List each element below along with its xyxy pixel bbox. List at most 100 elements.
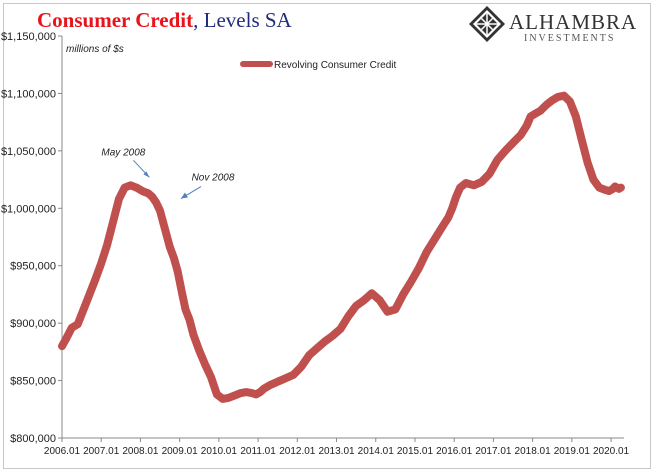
data-point <box>598 187 600 189</box>
y-tick-label: $1,000,000 <box>1 203 56 215</box>
data-point <box>269 384 271 386</box>
annotations: May 2008 Nov 2008 <box>101 147 235 199</box>
x-tick-label: 2016.01 <box>436 446 473 457</box>
data-point <box>106 244 108 246</box>
data-point <box>455 196 457 198</box>
data-point <box>94 279 96 280</box>
title-red: Consumer Credit <box>37 8 194 32</box>
data-point <box>251 392 253 394</box>
data-point <box>402 293 404 295</box>
data-point <box>465 182 467 184</box>
x-tick-label: 2006.01 <box>44 446 81 457</box>
data-point <box>83 308 85 310</box>
data-point <box>100 262 102 264</box>
logo-subtitle: INVESTMENTS <box>524 33 616 44</box>
data-point <box>496 159 498 161</box>
data-point <box>363 299 365 301</box>
chart-title: Consumer Credit, Levels SA <box>37 8 292 33</box>
data-point <box>177 271 179 272</box>
data-point <box>512 142 514 144</box>
data-point <box>89 293 90 295</box>
data-point <box>371 292 373 294</box>
data-point <box>379 299 381 301</box>
data-point <box>292 374 294 376</box>
x-tick-label: 2012.01 <box>279 446 316 457</box>
legend: Revolving Consumer Credit <box>240 60 396 71</box>
legend-label: Revolving Consumer Credit <box>274 60 396 71</box>
data-point <box>155 202 157 203</box>
x-tick-label: 2015.01 <box>397 446 434 457</box>
data-point <box>151 196 153 198</box>
data-point <box>604 189 606 191</box>
data-point <box>459 187 461 189</box>
data-point <box>612 188 614 190</box>
data-point <box>481 181 483 183</box>
data-point <box>124 187 126 189</box>
x-tick-label: 2013.01 <box>318 446 355 457</box>
data-point <box>118 198 120 200</box>
data-point <box>210 376 212 378</box>
data-point <box>473 184 475 186</box>
data-point <box>324 341 326 342</box>
data-point <box>447 217 449 218</box>
logo-name: ALHAMBRA <box>509 10 638 34</box>
data-point <box>355 305 357 307</box>
data-point <box>136 187 137 189</box>
data-point <box>77 323 79 325</box>
data-point <box>545 104 547 106</box>
data-point <box>534 113 536 115</box>
data-point <box>520 134 522 136</box>
data-point <box>340 328 341 330</box>
data-point <box>489 173 490 175</box>
data-point <box>163 225 165 226</box>
y-tick-label: $900,000 <box>10 318 56 330</box>
data-point <box>616 187 618 189</box>
data-point <box>181 290 183 292</box>
data-point <box>189 319 190 321</box>
x-tick-label: 2019.01 <box>554 446 591 457</box>
annotation-nov-2008: Nov 2008 <box>192 173 235 184</box>
data-point <box>65 338 67 340</box>
data-point <box>575 115 577 117</box>
data-point <box>263 388 265 390</box>
data-point <box>434 238 436 240</box>
data-point <box>620 187 622 189</box>
data-point <box>308 354 310 356</box>
data-point <box>316 347 318 349</box>
data-point <box>204 364 206 365</box>
data-point <box>159 210 161 212</box>
x-tick-label: 2020.01 <box>593 446 630 457</box>
data-point <box>418 267 420 269</box>
data-point <box>387 311 388 313</box>
data-point <box>255 393 257 395</box>
data-point <box>557 96 559 98</box>
x-tick-label: 2008.01 <box>122 446 159 457</box>
x-tick-label: 2017.01 <box>475 446 512 457</box>
data-point <box>147 192 149 194</box>
annotation-may-2008: May 2008 <box>101 147 145 158</box>
data-point <box>569 101 571 102</box>
title-blue: , Levels SA <box>193 8 292 32</box>
data-point <box>563 95 565 97</box>
data-point <box>332 335 334 337</box>
x-tick-label: 2018.01 <box>515 446 552 457</box>
data-point <box>185 308 186 310</box>
data-point <box>300 366 302 368</box>
data-point <box>130 184 132 186</box>
data-point <box>112 221 114 223</box>
diamond-logo-icon <box>469 6 505 42</box>
data-point <box>234 395 236 396</box>
x-tick-label: 2014.01 <box>358 446 395 457</box>
data-point <box>198 350 200 352</box>
data-point <box>347 315 349 317</box>
data-point <box>410 281 412 283</box>
data-point <box>551 99 553 101</box>
data-point <box>277 381 279 383</box>
data-point <box>592 179 594 181</box>
y-tick-label: $1,050,000 <box>1 146 56 158</box>
data-point <box>239 392 241 394</box>
data-point <box>169 246 171 248</box>
alhambra-logo: ALHAMBRA INVESTMENTS <box>468 5 643 47</box>
data-point <box>426 251 428 253</box>
